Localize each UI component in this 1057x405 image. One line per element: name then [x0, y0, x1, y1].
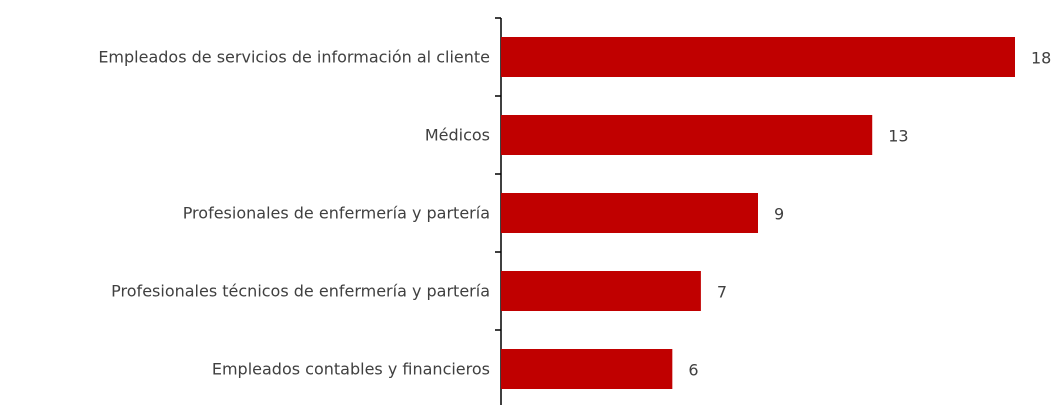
category-label: Profesionales técnicos de enfermería y p… — [111, 282, 490, 301]
category-label: Médicos — [425, 126, 490, 145]
data-label: 18 — [1031, 49, 1051, 68]
bar — [501, 115, 873, 155]
category-label: Empleados de servicios de información al… — [98, 48, 490, 67]
data-label: 13 — [888, 127, 908, 146]
bar — [501, 37, 1015, 77]
bar — [501, 193, 758, 233]
bar — [501, 271, 701, 311]
bar — [501, 349, 673, 389]
data-label: 6 — [688, 361, 698, 380]
data-label: 7 — [717, 283, 727, 302]
category-label: Empleados contables y financieros — [212, 360, 490, 379]
data-label: 9 — [774, 205, 784, 224]
category-label: Profesionales de enfermería y partería — [183, 204, 490, 223]
